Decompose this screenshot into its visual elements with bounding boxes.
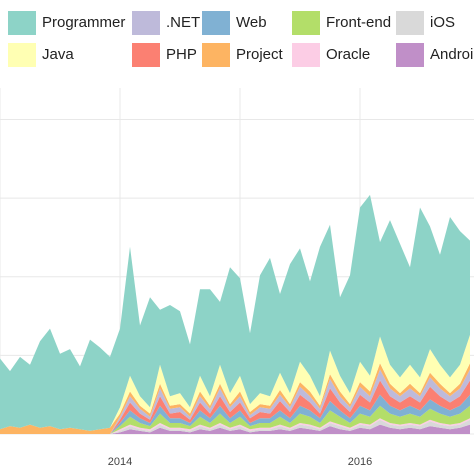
legend-item: Programmer	[8, 10, 125, 36]
legend-item: Oracle	[292, 42, 370, 68]
legend-label: .NET	[166, 14, 201, 31]
legend-label: Project	[236, 46, 283, 63]
legend: Programmer .NET Web Front-end iOS Java PHP Proj…	[0, 0, 474, 80]
legend-label: Programmer	[42, 14, 126, 31]
legend-swatch	[8, 43, 36, 67]
legend-swatch	[396, 43, 424, 67]
legend-swatch	[292, 43, 320, 67]
legend-item: iOS	[396, 10, 455, 36]
legend-label: PHP	[166, 46, 197, 63]
legend-label: Java	[42, 46, 74, 63]
area-series	[0, 194, 470, 434]
legend-item: Java	[8, 42, 74, 68]
x-tick-label: 2016	[348, 456, 372, 468]
legend-item: Android	[396, 42, 474, 68]
legend-item: .NET	[132, 10, 200, 36]
legend-item: Web	[202, 10, 267, 36]
x-tick-label: 2014	[108, 456, 132, 468]
legend-label: Oracle	[326, 46, 371, 63]
legend-swatch	[202, 11, 230, 35]
legend-label: Web	[236, 14, 267, 31]
legend-swatch	[132, 43, 160, 67]
legend-item: Front-end	[292, 10, 391, 36]
legend-item: PHP	[132, 42, 197, 68]
area-project	[0, 363, 470, 434]
legend-label: iOS	[430, 14, 456, 31]
legend-swatch	[8, 11, 36, 35]
x-axis-ticks: 2014 2016	[108, 456, 372, 468]
area-android	[0, 424, 470, 434]
legend-swatch	[202, 43, 230, 67]
area-programmer	[0, 194, 470, 431]
legend-swatch	[292, 11, 320, 35]
legend-label: Front-end	[326, 14, 392, 31]
legend-swatch	[132, 11, 160, 35]
legend-label: Android	[430, 46, 474, 63]
legend-swatch	[396, 11, 424, 35]
legend-item: Project	[202, 42, 283, 68]
area-web	[0, 394, 470, 434]
